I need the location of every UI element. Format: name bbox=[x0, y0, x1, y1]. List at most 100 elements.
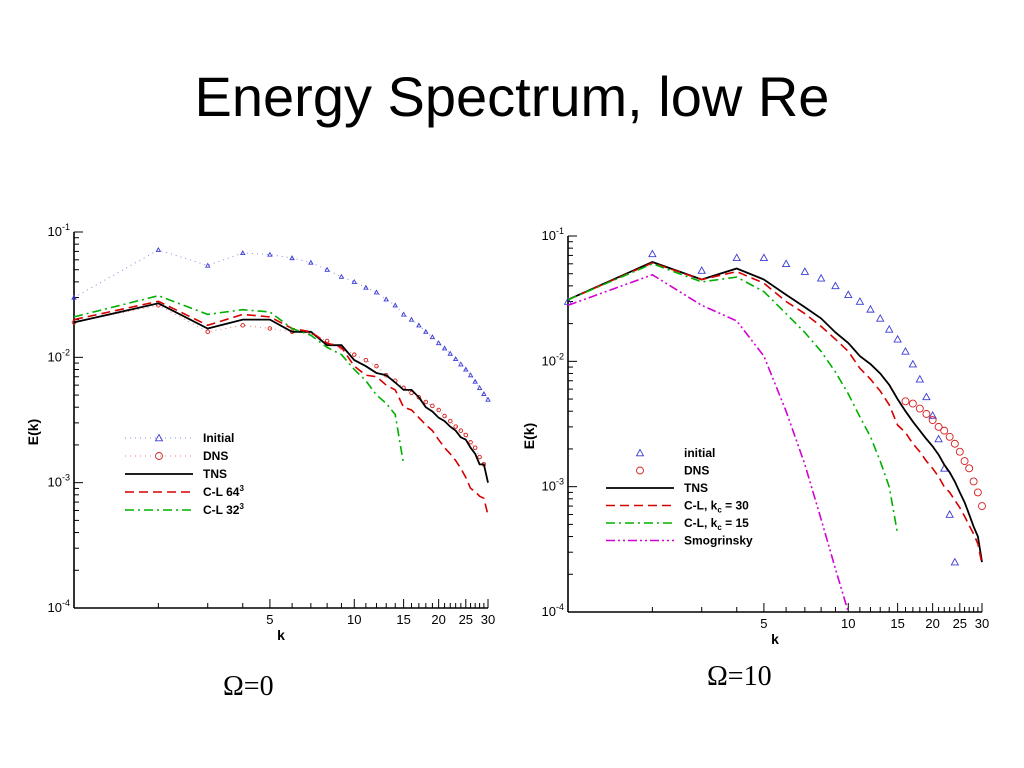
legend-label-text: C-L, k bbox=[684, 499, 718, 513]
legend-label-text: C-L 64 bbox=[203, 485, 240, 499]
y-tick-exponent: -4 bbox=[556, 602, 564, 612]
x-axis-title: k bbox=[277, 627, 285, 643]
y-tick-label: 10-2 bbox=[48, 347, 70, 364]
legend-marker bbox=[154, 433, 164, 442]
data-point bbox=[416, 322, 422, 328]
series-initial bbox=[563, 249, 960, 566]
chart-omega-10: 5 10 15 20 25 30 10-4 10-3 10-2 10-1 k E(k) initial D… bbox=[508, 210, 1008, 650]
x-tick-label: 20 bbox=[431, 612, 445, 627]
data-point bbox=[472, 378, 478, 384]
data-point bbox=[477, 454, 482, 460]
data-point bbox=[267, 326, 273, 331]
y-tick-label: 10-1 bbox=[542, 226, 564, 243]
data-point bbox=[204, 262, 211, 268]
data-point bbox=[289, 255, 295, 261]
legend-item-tns: TNS bbox=[606, 481, 708, 495]
legend-label: DNS bbox=[684, 464, 709, 478]
legend-item-cl_coarse: C-L, kc = 15 bbox=[606, 516, 749, 532]
legend-item-initial: Initial bbox=[125, 431, 234, 445]
y-axis-title: E(k) bbox=[521, 423, 537, 449]
series-line-cl_fine bbox=[73, 300, 489, 516]
data-point bbox=[866, 304, 875, 313]
x-tick-label: 20 bbox=[925, 616, 939, 631]
data-point bbox=[875, 313, 885, 322]
data-point bbox=[205, 329, 210, 335]
legend-item-cl_coarse: C-L 323 bbox=[125, 502, 244, 517]
data-point bbox=[430, 403, 435, 409]
data-point bbox=[71, 294, 77, 300]
caption-omega-0: Ω=0 bbox=[223, 671, 274, 702]
data-point bbox=[922, 392, 931, 401]
data-point bbox=[928, 411, 937, 419]
legend-label-superscript: 3 bbox=[239, 502, 244, 511]
series-dns bbox=[71, 303, 487, 467]
data-point bbox=[934, 422, 943, 431]
y-tick-exponent: -4 bbox=[62, 598, 70, 608]
data-point bbox=[945, 432, 954, 441]
data-point bbox=[441, 345, 448, 351]
legend-item-initial: initial bbox=[635, 446, 715, 460]
data-point bbox=[965, 464, 974, 473]
x-tick-label: 30 bbox=[975, 616, 989, 631]
data-point bbox=[928, 416, 937, 425]
series-smagorinsky bbox=[567, 273, 850, 613]
data-point bbox=[408, 316, 415, 322]
data-point bbox=[781, 259, 791, 268]
series-initial bbox=[71, 246, 491, 402]
y-tick-label: 10-3 bbox=[542, 477, 564, 494]
data-point bbox=[915, 404, 924, 413]
data-point bbox=[453, 424, 458, 429]
data-point bbox=[324, 266, 330, 272]
legend-label-text: C-L, k bbox=[684, 516, 718, 530]
y-tick-exponent: -3 bbox=[556, 477, 564, 487]
data-point bbox=[267, 251, 273, 257]
data-point bbox=[816, 273, 826, 282]
legend-label: Smogrinsky bbox=[684, 534, 753, 548]
data-point bbox=[950, 439, 959, 448]
legend-label-superscript: 3 bbox=[239, 484, 244, 493]
y-tick-exponent: -1 bbox=[556, 226, 564, 236]
series-cl_fine bbox=[73, 300, 489, 516]
legend-label-subscript: c bbox=[717, 523, 722, 532]
series-cl_fine bbox=[567, 262, 983, 565]
legend-label: TNS bbox=[684, 481, 708, 495]
data-point bbox=[442, 413, 447, 419]
data-point bbox=[374, 363, 379, 369]
data-point bbox=[240, 323, 245, 328]
legend-label: C-L, kc = 30 bbox=[684, 499, 749, 515]
data-point bbox=[955, 447, 964, 456]
y-tick-base: 10 bbox=[542, 479, 556, 494]
data-point bbox=[363, 284, 369, 290]
chart-omega-0: 5 10 15 20 25 30 10-4 10-3 10-2 10-1 k E(k) Initial D… bbox=[10, 210, 510, 650]
data-point bbox=[452, 356, 459, 362]
series-line-tns bbox=[73, 302, 489, 483]
legend-label-rest: = 30 bbox=[722, 499, 749, 513]
y-tick-base: 10 bbox=[542, 228, 556, 243]
series-line-cl_fine bbox=[567, 262, 983, 565]
y-tick-exponent: -1 bbox=[62, 222, 70, 232]
caption-omega-10: Ω=10 bbox=[707, 661, 772, 692]
legend-item-dns: DNS bbox=[636, 464, 709, 478]
data-point bbox=[373, 289, 380, 295]
data-point bbox=[945, 510, 954, 518]
data-point bbox=[934, 434, 943, 443]
legend-item-tns: TNS bbox=[125, 467, 227, 481]
y-tick-base: 10 bbox=[48, 600, 62, 615]
data-point bbox=[960, 457, 969, 466]
data-point bbox=[485, 396, 491, 402]
x-tick-label: 5 bbox=[266, 612, 273, 627]
x-tick-label: 5 bbox=[760, 616, 767, 631]
data-point bbox=[363, 357, 369, 363]
y-tick-base: 10 bbox=[48, 349, 62, 364]
y-tick-label: 10-2 bbox=[542, 351, 564, 368]
y-tick-label: 10-1 bbox=[48, 222, 70, 239]
y-tick-base: 10 bbox=[542, 353, 556, 368]
data-point bbox=[697, 266, 706, 274]
y-tick-label: 10-3 bbox=[48, 473, 70, 490]
data-point bbox=[476, 385, 483, 390]
series-line-dns bbox=[73, 304, 485, 465]
legend-label: C-L 323 bbox=[203, 502, 244, 517]
data-point bbox=[383, 296, 389, 302]
